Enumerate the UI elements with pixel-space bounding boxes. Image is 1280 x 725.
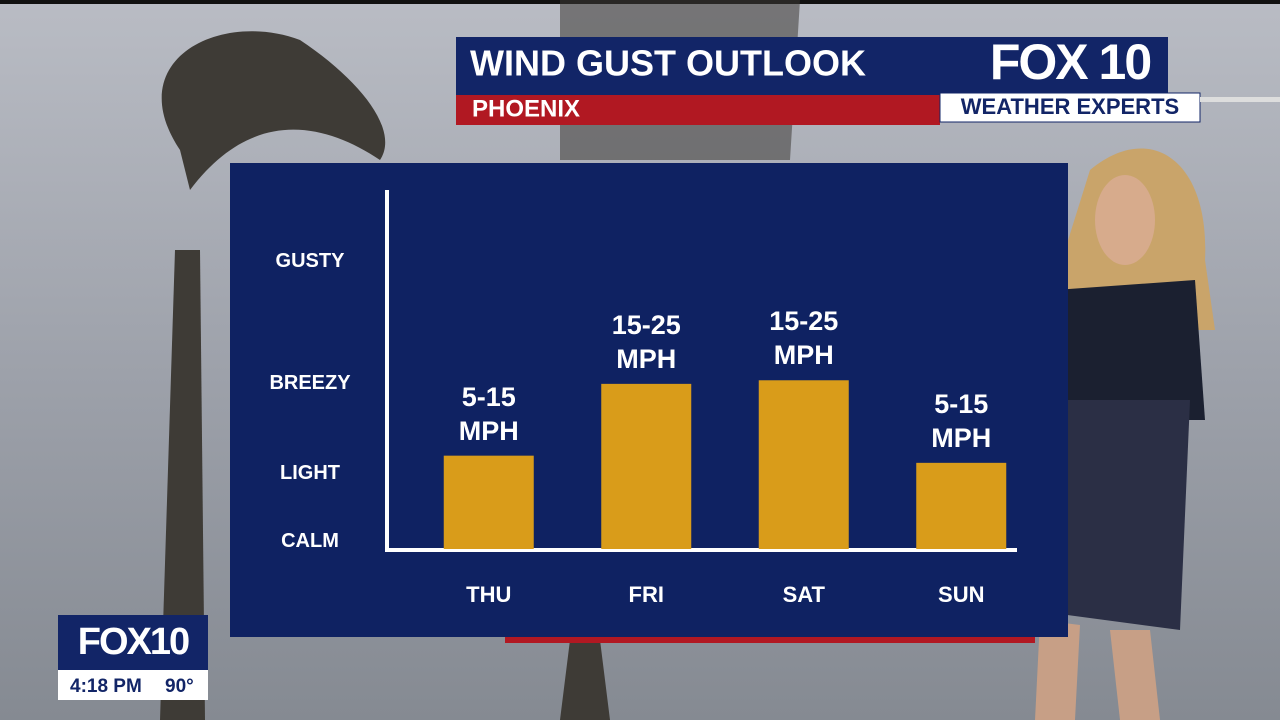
y-tick-label: LIGHT — [280, 462, 340, 484]
value-label-box: 15-25 MPH — [769, 306, 839, 371]
x-tick-label: FRI — [629, 582, 664, 607]
panel-accent — [505, 637, 1035, 643]
value-label: 15-25 MPH — [769, 306, 839, 371]
x-tick-label: SAT — [783, 582, 826, 607]
logo-tagline: WEATHER EXPERTS — [961, 94, 1179, 119]
value-label-box: 5-15 MPH — [458, 381, 519, 446]
value-label-box: 15-25 MPH — [611, 309, 681, 374]
value-label: 5-15 MPH — [458, 381, 519, 446]
logo: FOX 10 — [990, 34, 1150, 90]
y-tick-label: GUSTY — [276, 250, 346, 272]
value-label: 5-15 MPH — [931, 388, 992, 453]
bar — [916, 462, 1007, 549]
bug-box — [58, 615, 208, 670]
bug-time: 4:18 PM — [70, 676, 142, 697]
tagline-box — [939, 92, 1201, 123]
bug-temperature: 90° — [165, 676, 194, 697]
tagline-rule — [1200, 97, 1280, 102]
bar — [601, 383, 692, 549]
bug-info-box — [58, 670, 208, 700]
presenter — [1030, 148, 1215, 720]
y-tick-label: CALM — [281, 530, 339, 552]
chart-title: WIND GUST OUTLOOK — [470, 43, 866, 84]
bug-logo: FOX10 — [78, 621, 189, 663]
value-label-box: 5-15 MPH — [931, 388, 992, 453]
chart-subtitle: PHOENIX — [472, 95, 580, 122]
x-tick-label: SUN — [938, 582, 984, 607]
y-tick-label: BREEZY — [269, 372, 351, 394]
bar — [758, 380, 849, 549]
value-label: 15-25 MPH — [611, 309, 681, 374]
subtitle-banner — [456, 95, 940, 125]
x-tick-label: THU — [466, 582, 511, 607]
bar — [443, 455, 534, 549]
title-banner — [456, 37, 1168, 95]
